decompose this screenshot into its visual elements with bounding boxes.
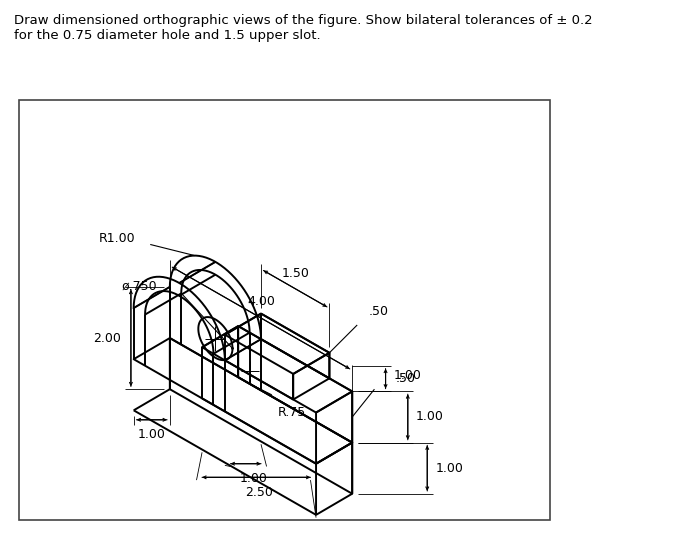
Bar: [19, 100, 549, 520]
Text: R1.00: R1.00: [98, 232, 135, 245]
Text: 1.00: 1.00: [240, 472, 268, 485]
Text: ø.750: ø.750: [121, 279, 157, 292]
Text: R.75: R.75: [278, 406, 306, 419]
Text: Draw dimensioned orthographic views of the figure. Show bilateral tolerances of : Draw dimensioned orthographic views of t…: [14, 14, 592, 42]
Text: 1.00: 1.00: [137, 428, 166, 441]
Text: 1.50: 1.50: [281, 267, 309, 280]
Text: .50: .50: [396, 372, 416, 385]
Text: .50: .50: [368, 305, 388, 317]
Text: 4.00: 4.00: [247, 295, 275, 308]
Text: 1.00: 1.00: [416, 410, 444, 424]
Text: 1.00: 1.00: [394, 369, 422, 382]
Text: 1.00: 1.00: [435, 461, 464, 475]
Text: 2.50: 2.50: [245, 486, 273, 499]
Text: 2.00: 2.00: [93, 331, 121, 345]
